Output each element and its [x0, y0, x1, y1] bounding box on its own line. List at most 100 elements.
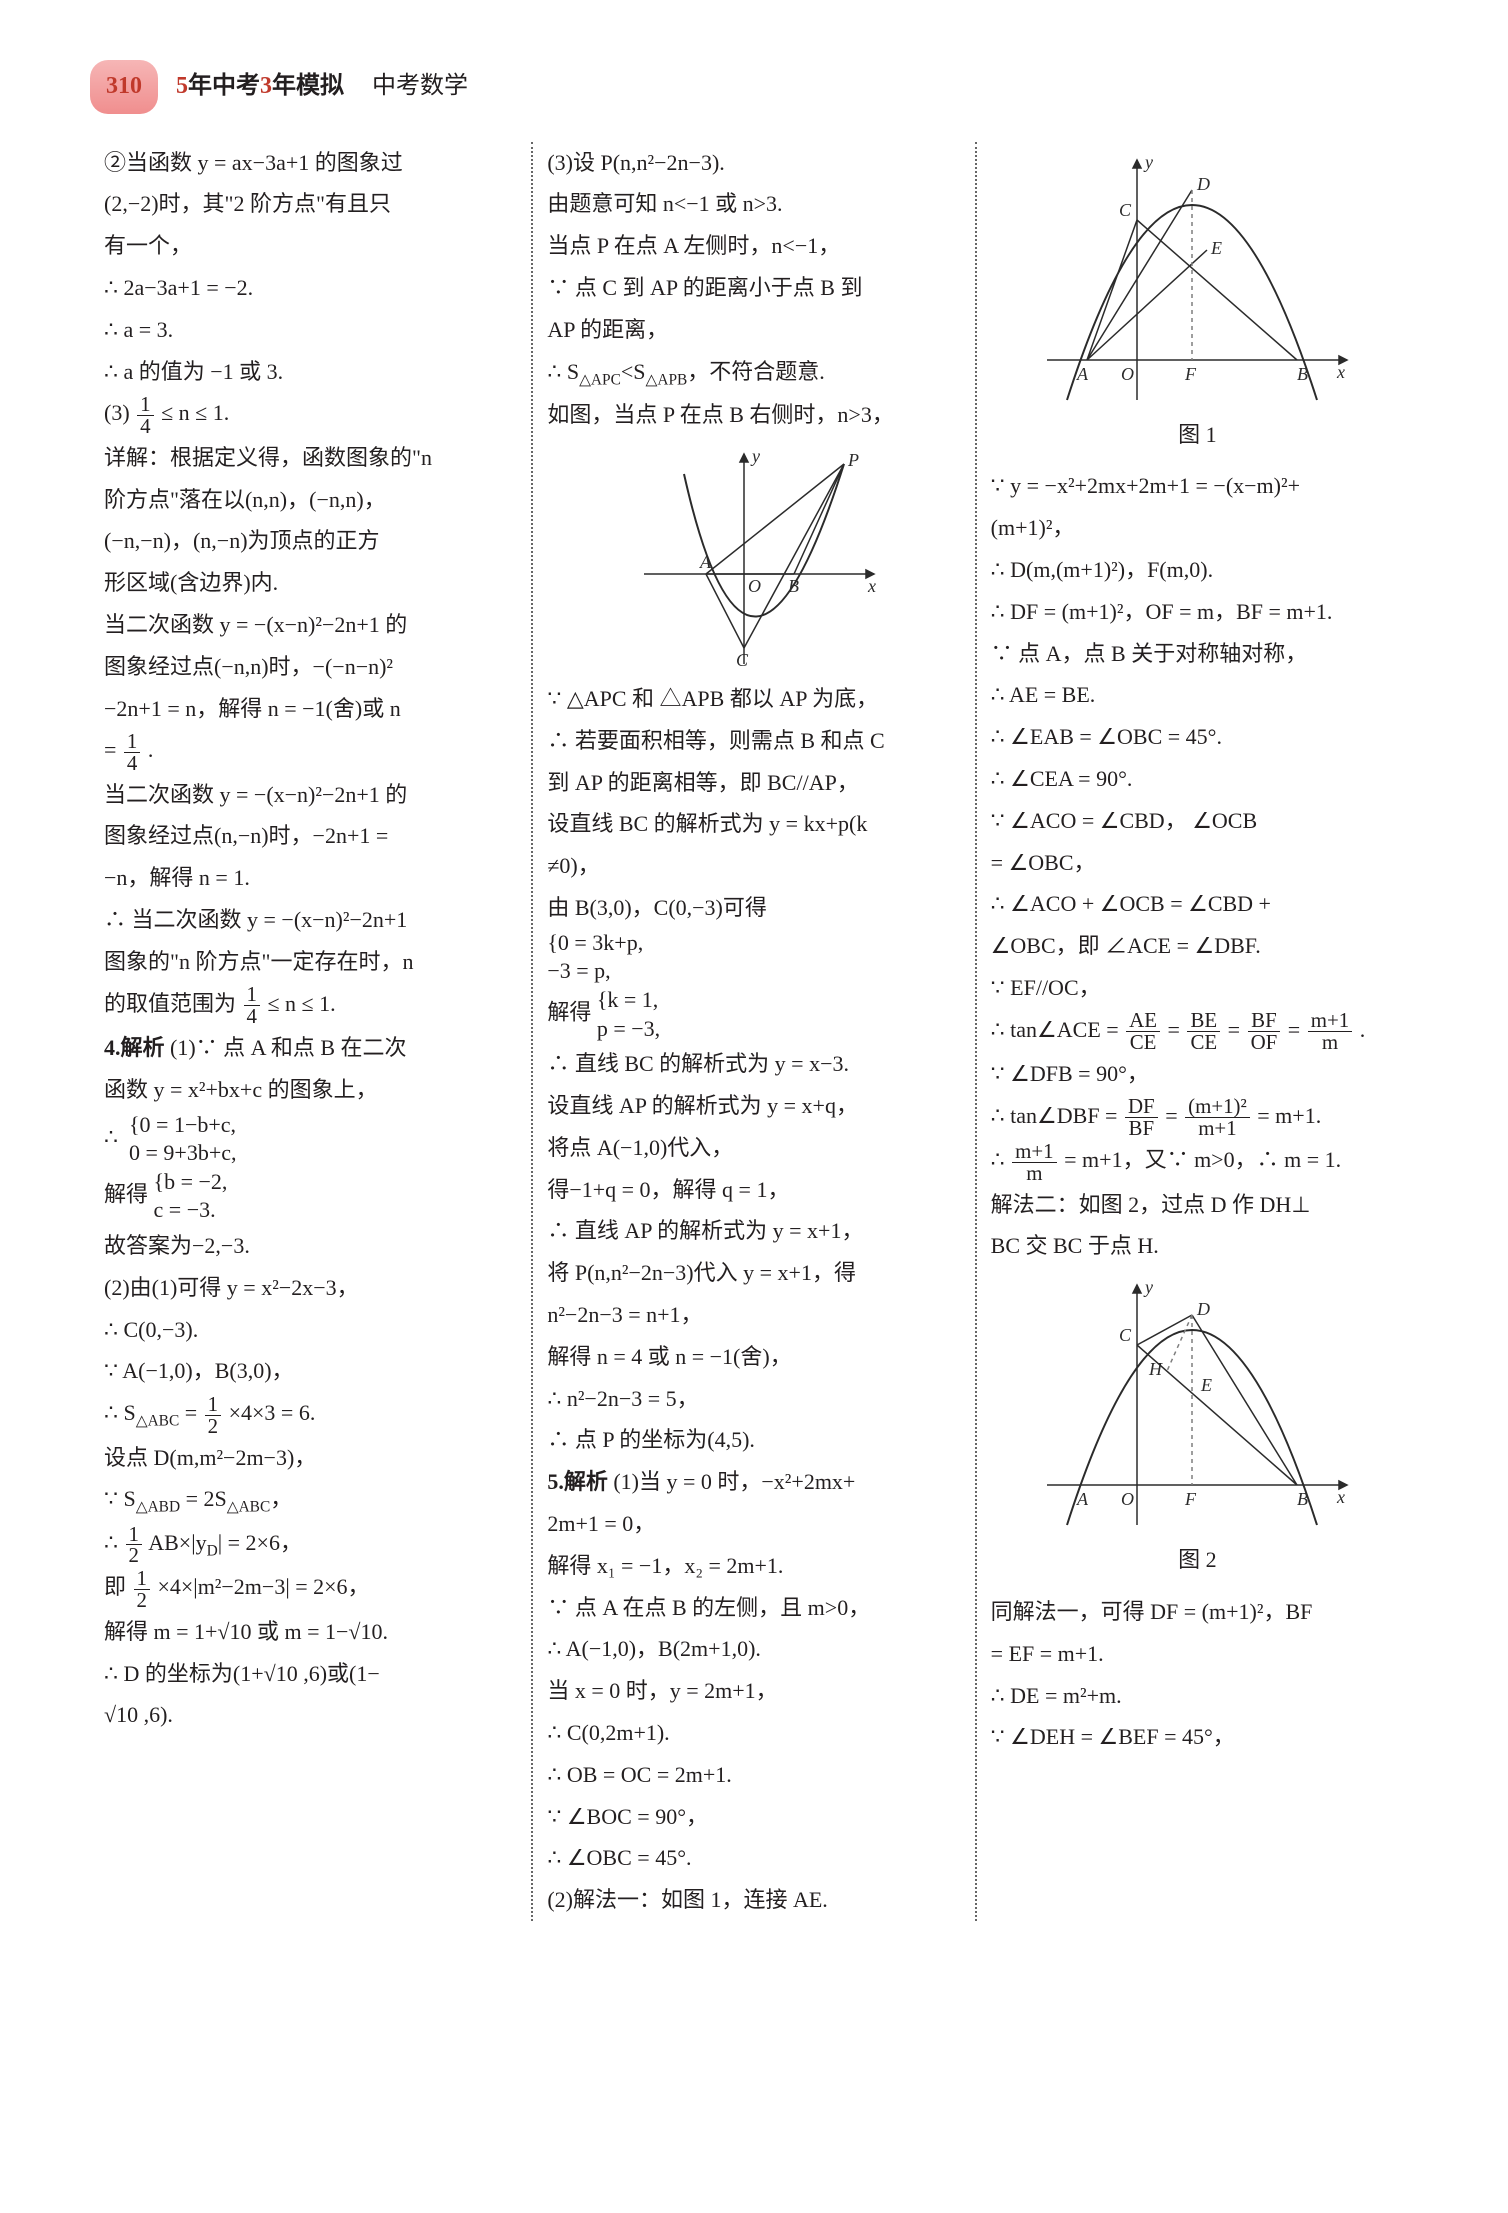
text: (1)∵ 点 A 和点 B 在二次: [170, 1035, 407, 1060]
text-line: ∴ C(0,2m+1).: [547, 1712, 960, 1754]
text-line: ∵ y = −x²+2mx+2m+1 = −(x−m)²+: [991, 465, 1404, 507]
fraction: (m+1)²m+1: [1185, 1096, 1250, 1139]
text: ∵ S: [104, 1486, 136, 1511]
text-line: ∴ 点 P 的坐标为(4,5).: [547, 1419, 960, 1461]
svg-text:B: B: [1297, 1489, 1308, 1509]
page-header: 310 5年中考3年模拟 中考数学: [90, 60, 1418, 114]
text: AB×|y: [148, 1530, 206, 1555]
text-line: ∴ tan∠DBF = DFBF = (m+1)²m+1 = m+1.: [991, 1095, 1404, 1139]
text-line: n²−2n−3 = n+1，: [547, 1294, 960, 1336]
text: .: [148, 737, 154, 762]
fraction: AECE: [1126, 1010, 1160, 1053]
text: = 2S: [180, 1486, 227, 1511]
text-line: 将 P(n,n²−2n−3)代入 y = x+1，得: [547, 1252, 960, 1294]
text-line: ∴ S△APC<S△APB，不符合题意.: [547, 351, 960, 395]
fraction: 12: [134, 1568, 150, 1611]
text-line: ∴ {0 = 1−b+c, 0 = 9+3b+c,: [104, 1111, 517, 1168]
text: =: [1168, 1017, 1186, 1042]
figure-1-caption: 图 1: [991, 414, 1404, 456]
svg-text:A: A: [1076, 1489, 1089, 1509]
content-columns: ②当函数 y = ax−3a+1 的图象过 (2,−2)时，其"2 阶方点"有且…: [90, 142, 1418, 1921]
parabola-diagram-2: A O F B C D E x y: [1037, 150, 1357, 410]
text: ，不符合题意.: [687, 359, 825, 384]
text-line: (−n,−n)，(n,−n)为顶点的正方: [104, 520, 517, 562]
text-line: 有一个，: [104, 225, 517, 267]
text: =: [179, 1400, 202, 1425]
text-line: (2)由(1)可得 y = x²−2x−3，: [104, 1267, 517, 1309]
text: ×4×|m²−2m−3| = 2×6，: [157, 1574, 369, 1599]
text: 解得: [547, 1000, 591, 1025]
text: ∴ tan∠ACE =: [991, 1017, 1125, 1042]
text-line: BC 交 BC 于点 H.: [991, 1225, 1404, 1267]
text-line: 到 AP 的距离相等，即 BC//AP，: [547, 762, 960, 804]
text-line: 如图，当点 P 在点 B 右侧时，n>3，: [547, 394, 960, 436]
svg-text:P: P: [847, 450, 859, 470]
text-line: 设直线 BC 的解析式为 y = kx+p(k: [547, 803, 960, 845]
parabola-diagram-3: A O F B C D E H x y: [1037, 1275, 1357, 1535]
svg-text:C: C: [1119, 1325, 1132, 1345]
text-line: AP 的距离，: [547, 309, 960, 351]
sub: △APC: [579, 371, 621, 388]
svg-text:y: y: [1143, 1277, 1153, 1297]
text-line: ∵ 点 A，点 B 关于对称轴对称，: [991, 633, 1404, 675]
text-line: ∴ ∠CEA = 90°.: [991, 758, 1404, 800]
text-line: 形区域(含边界)内.: [104, 562, 517, 604]
text-line: 由题意可知 n<−1 或 n>3.: [547, 183, 960, 225]
svg-text:B: B: [1297, 364, 1308, 384]
text-line: 由 B(3,0)，C(0,−3)可得: [547, 887, 960, 929]
text: 的取值范围为: [104, 991, 236, 1016]
text-line: ≠0)，: [547, 845, 960, 887]
svg-text:A: A: [699, 552, 712, 572]
text: | = 2×6，: [218, 1530, 302, 1555]
problem-4-heading: 4.解析 (1)∵ 点 A 和点 B 在二次: [104, 1027, 517, 1069]
text-line: 同解法一，可得 DF = (m+1)²，BF: [991, 1591, 1404, 1633]
column-2: (3)设 P(n,n²−2n−3). 由题意可知 n<−1 或 n>3. 当点 …: [531, 142, 974, 1921]
page-number-badge: 310: [90, 60, 158, 114]
text-line: −n，解得 n = 1.: [104, 857, 517, 899]
text-line: ∵ A(−1,0)，B(3,0)，: [104, 1350, 517, 1392]
svg-text:O: O: [1121, 364, 1134, 384]
text-line: 当二次函数 y = −(x−n)²−2n+1 的: [104, 604, 517, 646]
svg-text:E: E: [1210, 238, 1222, 258]
svg-text:D: D: [1196, 1299, 1210, 1319]
text-line: ∵ 点 C 到 AP 的距离小于点 B 到: [547, 267, 960, 309]
text-line: (2,−2)时，其"2 阶方点"有且只: [104, 183, 517, 225]
text: (3): [104, 400, 130, 425]
text-line: 设直线 AP 的解析式为 y = x+q，: [547, 1085, 960, 1127]
fraction: BECE: [1187, 1010, 1220, 1053]
text-line: ∴ 2a−3a+1 = −2.: [104, 267, 517, 309]
text: = m+1.: [1257, 1103, 1321, 1128]
text-line: (2)解法一：如图 1，连接 AE.: [547, 1879, 960, 1921]
text-line: ∴ DF = (m+1)²，OF = m，BF = m+1.: [991, 591, 1404, 633]
text-line: ∴ ∠EAB = ∠OBC = 45°.: [991, 716, 1404, 758]
text-line: ∴ 12 AB×|yD| = 2×6，: [104, 1522, 517, 1566]
svg-text:D: D: [1196, 174, 1210, 194]
brace-system: {0 = 1−b+c, 0 = 9+3b+c,: [129, 1111, 237, 1168]
svg-text:F: F: [1184, 1489, 1197, 1509]
text-line: 故答案为−2,−3.: [104, 1225, 517, 1267]
sub: D: [207, 1542, 218, 1559]
text-line: 函数 y = x²+bx+c 的图象上，: [104, 1069, 517, 1111]
text: = m+1，又∵ m>0，∴ m = 1.: [1064, 1147, 1341, 1172]
column-1: ②当函数 y = ax−3a+1 的图象过 (2,−2)时，其"2 阶方点"有且…: [90, 142, 531, 1921]
text-line: ∵ ∠ACO = ∠CBD， ∠OCB: [991, 800, 1404, 842]
brace-system: {b = −2, c = −3.: [154, 1168, 228, 1225]
text-line: ∴ 直线 BC 的解析式为 y = x−3.: [547, 1043, 960, 1085]
heading-label: 5.解析: [547, 1469, 608, 1494]
text: ×4×3 = 6.: [229, 1400, 316, 1425]
text-line: ∴ ∠ACO + ∠OCB = ∠CBD +: [991, 883, 1404, 925]
text-line: 解得 n = 4 或 n = −1(舍)，: [547, 1336, 960, 1378]
text: 解得: [104, 1181, 148, 1206]
text-line: ∵ S△ABD = 2S△ABC，: [104, 1478, 517, 1522]
text: =: [1165, 1103, 1183, 1128]
text: ∴: [104, 1530, 124, 1555]
text: =: [1228, 1017, 1246, 1042]
svg-text:A: A: [1076, 364, 1089, 384]
text-line: ∴ OB = OC = 2m+1.: [547, 1754, 960, 1796]
text: =: [104, 737, 116, 762]
column-3: A O F B C D E x y 图 1 ∵ y = −x²+2mx+2m+1…: [975, 142, 1418, 1921]
sub: △ABC: [136, 1413, 179, 1430]
text-line: ②当函数 y = ax−3a+1 的图象过: [104, 142, 517, 184]
text-line: 图象的"n 阶方点"一定存在时，n: [104, 941, 517, 983]
text-line: ∴ m+1m = m+1，又∵ m>0，∴ m = 1.: [991, 1139, 1404, 1183]
